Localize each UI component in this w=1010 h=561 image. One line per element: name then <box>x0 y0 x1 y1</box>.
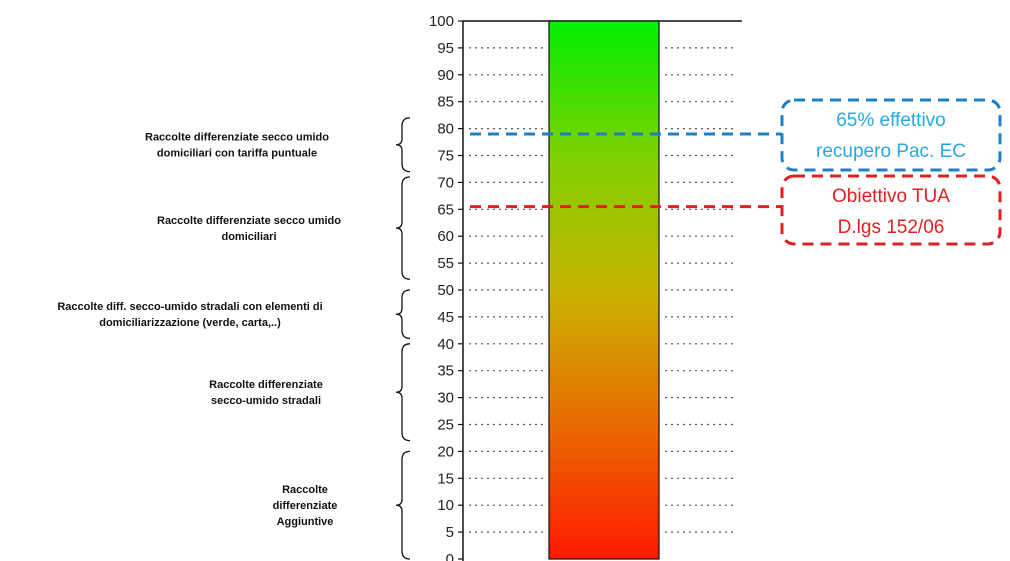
y-tick-label: 80 <box>437 121 454 138</box>
callout-label: Obiettivo TUA <box>832 186 950 207</box>
range-label: Raccolte differenziate secco umido <box>157 215 341 227</box>
y-tick-label: 70 <box>437 174 454 191</box>
range-label: Raccolte differenziate <box>209 379 323 391</box>
callout-label: D.lgs 152/06 <box>838 217 945 238</box>
range-label: Raccolte <box>282 484 328 496</box>
callout-box <box>780 98 1002 172</box>
range-label: domiciliari <box>221 231 276 243</box>
y-tick-label: 30 <box>437 390 454 407</box>
range-brace <box>395 117 411 173</box>
callout-label: recupero Pac. EC <box>816 141 966 162</box>
range-label: Raccolte differenziate secco umido <box>145 132 329 144</box>
y-tick-label: 65 <box>437 201 454 218</box>
y-tick-label: 100 <box>429 13 454 30</box>
y-tick-label: 50 <box>437 282 454 299</box>
grid <box>463 20 742 533</box>
range-label: Aggiuntive <box>277 516 334 528</box>
y-tick-label: 85 <box>437 94 454 111</box>
y-tick-label: 40 <box>437 336 454 353</box>
range-label: differenziate <box>273 500 338 512</box>
y-tick-label: 25 <box>437 417 454 434</box>
y-tick-label: 10 <box>437 497 454 514</box>
range-brace <box>395 343 411 442</box>
range-label: Raccolte diff. secco-umido stradali con … <box>57 301 322 313</box>
range-brace <box>395 450 411 560</box>
y-tick-label: 0 <box>446 551 454 561</box>
reference-lines: 65% effettivo recupero Pac. EC Obiettivo T… <box>470 98 1002 246</box>
y-tick-label: 90 <box>437 67 454 84</box>
callout-label: 65% effettivo <box>836 110 946 131</box>
y-tick-label: 20 <box>437 443 454 460</box>
y-axis: 0 5 10 15 20 25 30 35 40 45 50 55 60 65 70 75 80 85 90 95 10… <box>429 13 464 561</box>
range-brackets: Raccolte differenziate Aggiuntive Raccolte … <box>57 117 411 560</box>
bar-layer <box>548 20 660 560</box>
range-brace <box>395 289 411 340</box>
y-tick-label: 35 <box>437 363 454 380</box>
range-label: domiciliari con tariffa puntuale <box>157 148 317 160</box>
gradient-bar <box>548 20 660 560</box>
y-tick-label: 5 <box>446 524 454 541</box>
range-label: secco-umido stradali <box>211 395 321 407</box>
range-label: domiciliarizzazione (verde, carta,..) <box>99 317 281 329</box>
y-tick-label: 45 <box>437 309 454 326</box>
y-tick-label: 60 <box>437 228 454 245</box>
range-brace <box>395 176 411 280</box>
y-tick-label: 15 <box>437 470 454 487</box>
y-tick-label: 95 <box>437 40 454 57</box>
y-tick-label: 75 <box>437 148 454 165</box>
callout-box <box>780 174 1002 246</box>
y-tick-label: 55 <box>437 255 454 272</box>
